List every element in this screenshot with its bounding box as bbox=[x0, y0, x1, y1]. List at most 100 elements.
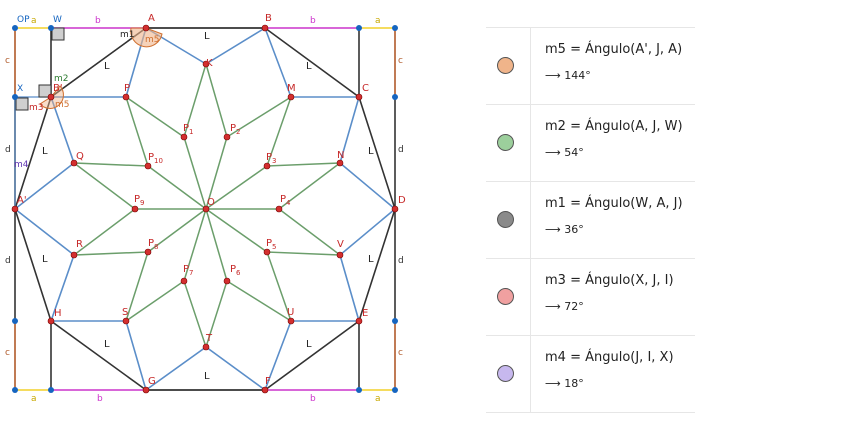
visibility-toggle[interactable] bbox=[486, 336, 531, 412]
algebra-row-m1[interactable]: m1 = Ángulo(W, A, J) ⟶ 36° bbox=[486, 182, 695, 259]
algebra-row-body: m3 = Ángulo(X, J, I) ⟶ 72° bbox=[531, 259, 674, 335]
seg-b-top-left: b bbox=[95, 16, 101, 26]
angle-label-m3: m3 bbox=[29, 103, 44, 113]
label-P3: P3 bbox=[266, 152, 277, 165]
angle-label-m1: m1 bbox=[120, 30, 135, 40]
algebra-value: ⟶ 36° bbox=[545, 223, 584, 236]
label-V: V bbox=[337, 239, 344, 250]
label-G: G bbox=[148, 376, 156, 387]
algebra-value: ⟶ 18° bbox=[545, 377, 584, 390]
visibility-toggle[interactable] bbox=[486, 259, 531, 335]
label-Q: Q bbox=[76, 151, 84, 162]
label-E: E bbox=[362, 308, 368, 319]
label-A: A bbox=[148, 13, 155, 24]
label-U: U bbox=[287, 307, 294, 318]
label-X: X bbox=[17, 84, 23, 94]
seg-L-left-lower: L bbox=[42, 254, 48, 265]
seg-L-bottom-left: L bbox=[104, 339, 110, 350]
label-M: M bbox=[287, 83, 296, 94]
segment-labels: a b b a a b b a c c c c d d d d L L L L … bbox=[5, 16, 404, 404]
seg-L-bottom-right: L bbox=[306, 339, 312, 350]
seg-a-top-left: a bbox=[31, 16, 37, 26]
color-dot-icon[interactable] bbox=[497, 57, 514, 74]
algebra-row-m5[interactable]: m5 = Ángulo(A', J, A) ⟶ 144° bbox=[486, 28, 695, 105]
algebra-row-m3[interactable]: m3 = Ángulo(X, J, I) ⟶ 72° bbox=[486, 259, 695, 336]
label-W: W bbox=[53, 15, 62, 25]
label-P7: P7 bbox=[183, 264, 194, 277]
angle-label-m2: m2 bbox=[54, 74, 69, 84]
seg-a-top-right: a bbox=[375, 16, 381, 26]
seg-a-bottom-right: a bbox=[375, 394, 381, 404]
angle-labels: m1 m2 m3 m4 m5 m5 bbox=[14, 30, 160, 170]
visibility-toggle[interactable] bbox=[486, 28, 531, 104]
angle-label-m4: m4 bbox=[14, 160, 29, 170]
label-P6: P6 bbox=[230, 264, 241, 277]
seg-c-right-top: c bbox=[398, 56, 403, 66]
algebra-value: ⟶ 144° bbox=[545, 69, 591, 82]
algebra-row-body: m1 = Ángulo(W, A, J) ⟶ 36° bbox=[531, 182, 683, 258]
seg-d-right-bottom: d bbox=[398, 256, 404, 266]
algebra-value: ⟶ 72° bbox=[545, 300, 584, 313]
seg-L-top-right: L bbox=[306, 61, 312, 72]
angle-label-m5-near-A: m5 bbox=[145, 35, 160, 45]
seg-L-right-lower: L bbox=[368, 254, 374, 265]
label-K: K bbox=[206, 58, 213, 69]
angle-label-m5-near-J: m5 bbox=[55, 100, 70, 110]
label-T: T bbox=[205, 333, 213, 344]
label-P5: P5 bbox=[266, 238, 277, 251]
label-O: O bbox=[207, 197, 215, 208]
label-C: C bbox=[362, 83, 369, 94]
seg-d-right-top: d bbox=[398, 145, 404, 155]
label-P8: P8 bbox=[148, 238, 159, 251]
algebra-definition: m1 = Ángulo(W, A, J) bbox=[545, 196, 683, 211]
corner-points bbox=[12, 25, 398, 393]
seg-L-left-upper: L bbox=[42, 146, 48, 157]
label-H: H bbox=[54, 308, 62, 319]
label-A-prime: A' bbox=[17, 195, 27, 206]
label-R: R bbox=[76, 239, 83, 250]
geometry-diagram: A B C D E F G H A' B' K M N V U T S R Q … bbox=[5, 13, 406, 404]
label-P1: P1 bbox=[183, 123, 194, 136]
seg-c-left-bottom: c bbox=[5, 348, 10, 358]
label-OP: OP bbox=[17, 15, 30, 25]
algebra-row-body: m5 = Ángulo(A', J, A) ⟶ 144° bbox=[531, 28, 682, 104]
color-dot-icon[interactable] bbox=[497, 211, 514, 228]
label-P: P bbox=[124, 83, 130, 94]
algebra-row-m2[interactable]: m2 = Ángulo(A, J, W) ⟶ 54° bbox=[486, 105, 695, 182]
seg-c-left-top: c bbox=[5, 56, 10, 66]
label-S: S bbox=[122, 307, 128, 318]
label-P4: P4 bbox=[280, 194, 291, 207]
color-dot-icon[interactable] bbox=[497, 288, 514, 305]
label-P2: P2 bbox=[230, 123, 241, 136]
algebra-row-m4[interactable]: m4 = Ángulo(J, I, X) ⟶ 18° bbox=[486, 336, 695, 413]
visibility-toggle[interactable] bbox=[486, 182, 531, 258]
algebra-row-body: m4 = Ángulo(J, I, X) ⟶ 18° bbox=[531, 336, 674, 412]
seg-d-left-bottom: d bbox=[5, 256, 11, 266]
seg-c-right-bottom: c bbox=[398, 348, 403, 358]
color-dot-icon[interactable] bbox=[497, 365, 514, 382]
seg-d-left-top: d bbox=[5, 145, 11, 155]
algebra-definition: m3 = Ángulo(X, J, I) bbox=[545, 273, 674, 288]
label-N: N bbox=[337, 150, 344, 161]
seg-a-bottom-left: a bbox=[31, 394, 37, 404]
helper-lines bbox=[14, 27, 147, 209]
algebra-value: ⟶ 54° bbox=[545, 146, 584, 159]
algebra-row-body: m2 = Ángulo(A, J, W) ⟶ 54° bbox=[531, 105, 683, 181]
color-dot-icon[interactable] bbox=[497, 134, 514, 151]
visibility-toggle[interactable] bbox=[486, 105, 531, 181]
green-inner-star bbox=[71, 63, 343, 350]
label-D: D bbox=[398, 195, 406, 206]
algebra-definition: m2 = Ángulo(A, J, W) bbox=[545, 119, 683, 134]
seg-b-bottom-left: b bbox=[97, 394, 103, 404]
algebra-definition: m5 = Ángulo(A', J, A) bbox=[545, 42, 683, 57]
vertex-points bbox=[11, 24, 399, 394]
seg-L-top: L bbox=[204, 31, 210, 42]
seg-b-top-right: b bbox=[310, 16, 316, 26]
seg-L-bottom: L bbox=[204, 371, 210, 382]
label-F: F bbox=[265, 376, 271, 387]
label-B: B bbox=[265, 13, 272, 24]
algebra-panel: m5 = Ángulo(A', J, A) ⟶ 144° m2 = Ángulo(A… bbox=[486, 27, 695, 413]
label-P9: P9 bbox=[134, 194, 145, 207]
algebra-definition: m4 = Ángulo(J, I, X) bbox=[545, 350, 674, 365]
seg-L-right-upper: L bbox=[368, 146, 374, 157]
